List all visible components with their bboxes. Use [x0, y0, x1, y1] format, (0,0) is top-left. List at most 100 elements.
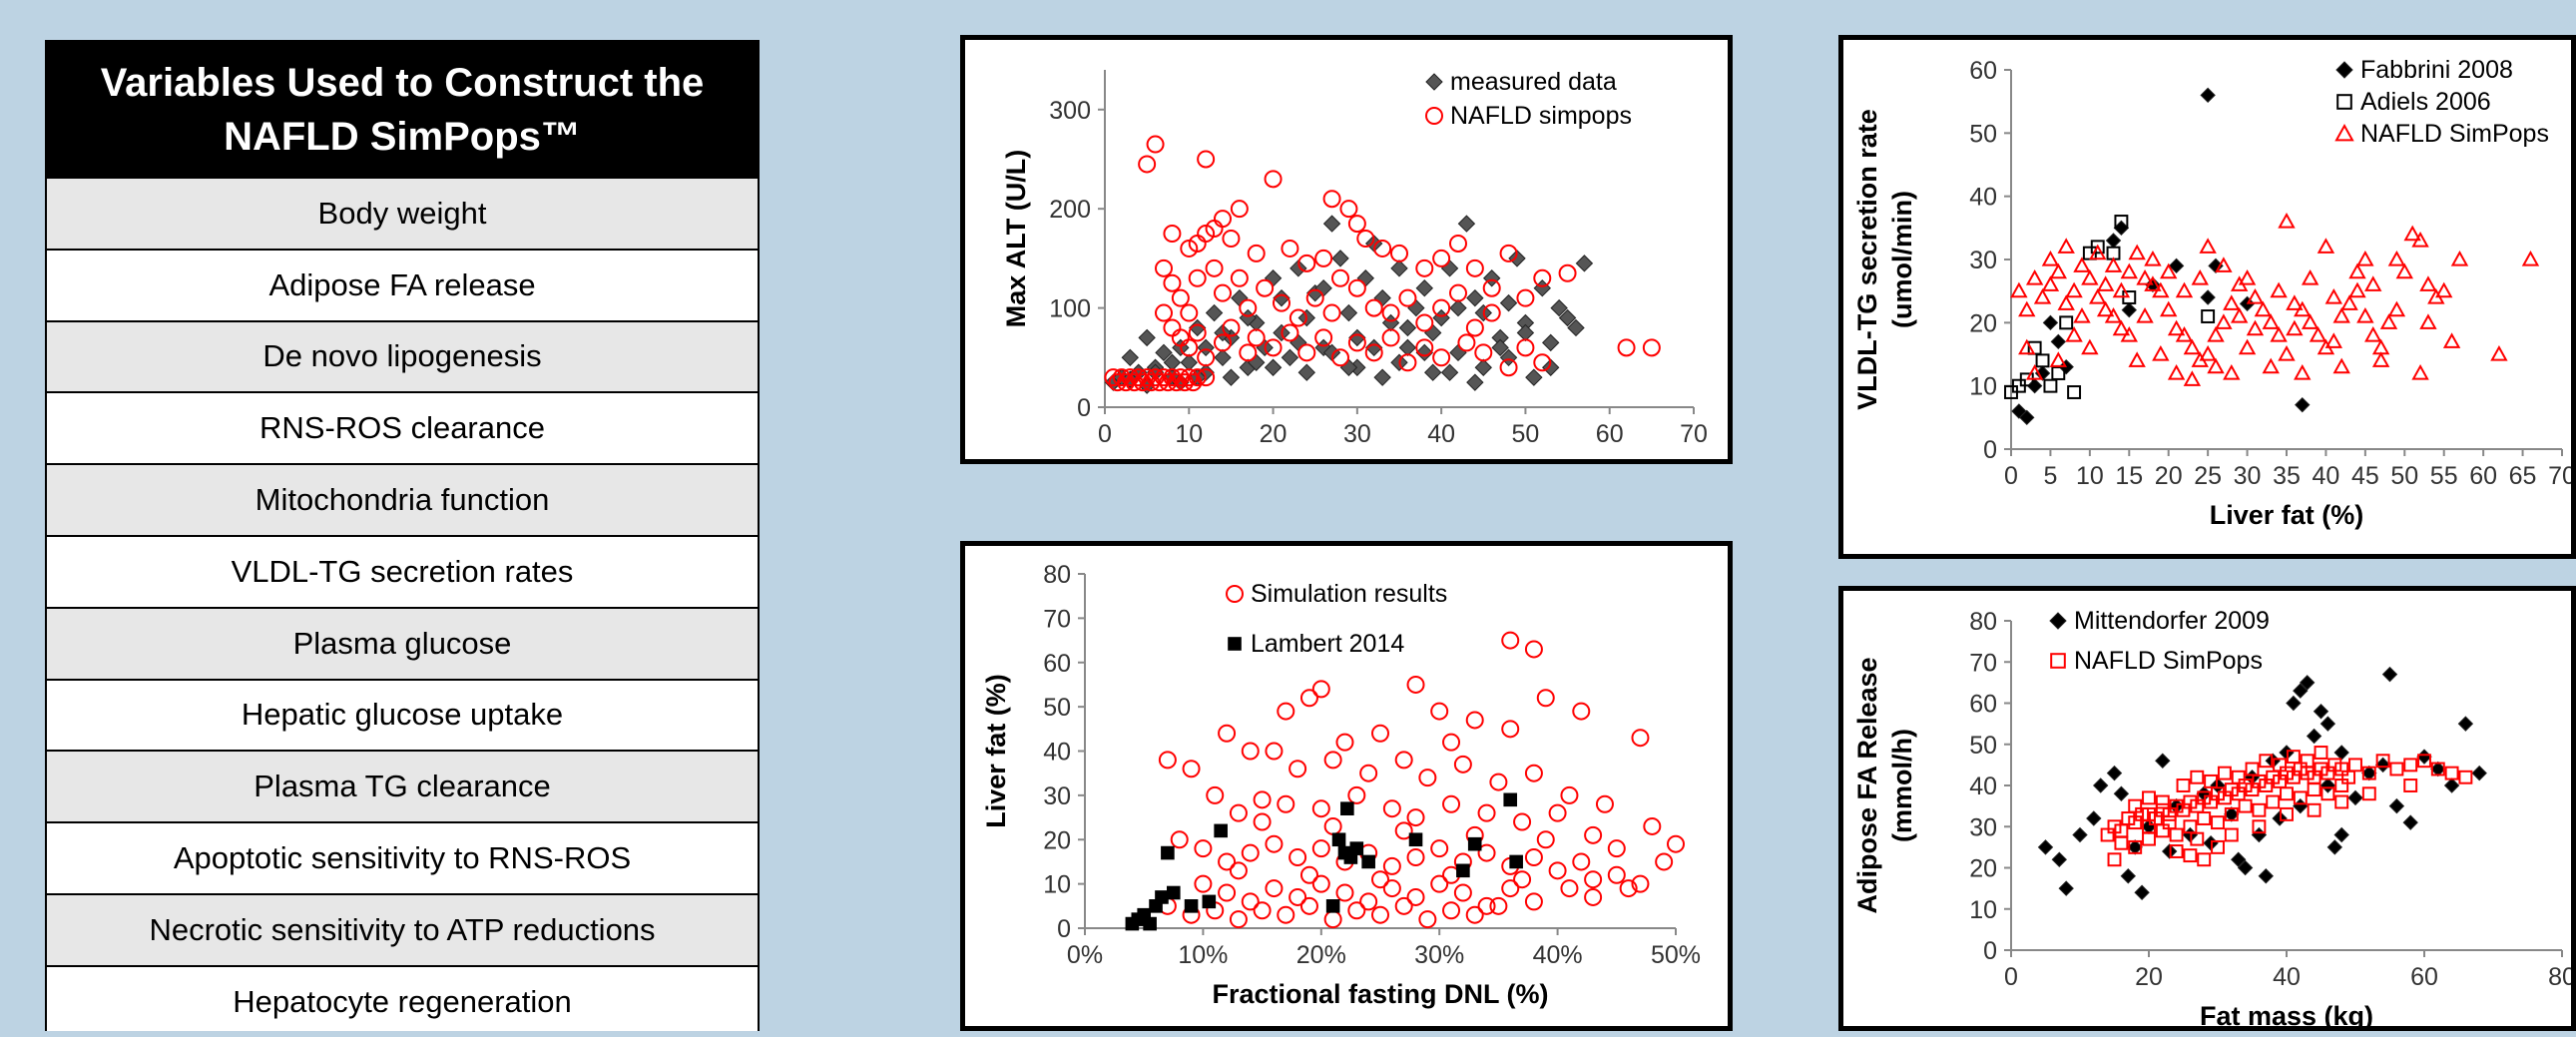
chart-dnl-svg: 0% 10% 20% 30% 40% 50% 0 10 20 30 40 50 60 70 80 Fracti… — [981, 561, 1701, 1009]
data-point — [2259, 754, 2274, 769]
chart-adipose-svg: 0 20 40 60 80 0 10 20 30 40 50 60 70 80 Fat mass (kg) A… — [1852, 607, 2571, 1031]
data-point — [1508, 250, 1526, 267]
axes: 0 5 10 15 20 25 30 35 40 45 50 55 60 65 70010203040506… — [1852, 57, 2571, 530]
data-point — [1155, 303, 1173, 322]
data-point — [1218, 724, 1237, 743]
data-point — [2299, 675, 2316, 691]
data-point — [1548, 861, 1567, 880]
data-point — [2155, 753, 2171, 769]
data-point — [2010, 281, 2028, 298]
y-tick-label: 0 — [1077, 394, 1091, 422]
data-point — [1415, 278, 1433, 297]
data-point — [2120, 325, 2138, 342]
data-point — [2416, 749, 2432, 765]
y-tick-label: 50 — [1043, 694, 1071, 722]
data-point — [2332, 357, 2350, 374]
data-point — [1477, 843, 1496, 862]
legend: measured data NAFLD simpops — [1425, 68, 1632, 130]
data-point — [2270, 325, 2288, 342]
data-point — [1241, 892, 1260, 911]
data-point — [1323, 751, 1342, 770]
x-tick-label: 5 — [2043, 462, 2057, 490]
x-tick-label: 60 — [2469, 462, 2497, 490]
data-point — [1516, 338, 1535, 357]
data-point — [1482, 278, 1501, 297]
data-point — [1457, 333, 1476, 352]
data-point — [2142, 790, 2156, 805]
data-point — [1406, 675, 1425, 694]
data-point — [2348, 281, 2366, 298]
data-point — [2081, 338, 2099, 355]
table-row: Mitochondria function — [47, 463, 758, 535]
data-point — [1214, 333, 1232, 352]
data-point — [1390, 259, 1408, 277]
data-point — [2444, 766, 2459, 780]
data-point — [2152, 344, 2170, 361]
data-point — [2041, 250, 2060, 266]
table-title: Variables Used to Construct the NAFLD Si… — [47, 42, 758, 177]
data-point — [2201, 309, 2216, 323]
data-point — [2471, 765, 2487, 781]
data-point — [1607, 865, 1626, 884]
data-point — [2067, 385, 2082, 399]
data-point — [1533, 353, 1552, 372]
data-point — [1138, 328, 1156, 347]
data-point — [2301, 313, 2319, 329]
data-point — [2280, 786, 2294, 801]
data-point — [2238, 798, 2253, 813]
y-tick-label: 30 — [1969, 247, 1997, 274]
data-point — [1499, 358, 1518, 377]
data-point — [1424, 363, 1442, 381]
data-point — [1299, 865, 1318, 884]
series — [1104, 135, 1661, 392]
legend-marker — [1425, 107, 1443, 125]
data-point — [1197, 368, 1216, 387]
data-point — [1418, 910, 1437, 929]
data-point — [1567, 318, 1585, 337]
data-point — [2457, 716, 2474, 732]
data-point — [1188, 323, 1207, 342]
data-point — [2121, 301, 2137, 318]
table-title-line1: Variables Used to Construct the — [100, 60, 705, 105]
legend-label: NAFLD simpops — [1450, 102, 1632, 130]
data-point — [1373, 368, 1391, 386]
data-point — [2197, 811, 2212, 825]
data-point — [2142, 831, 2156, 846]
data-point — [2215, 257, 2233, 272]
data-point — [2443, 778, 2460, 793]
data-point — [1371, 870, 1389, 889]
data-point — [1349, 841, 1364, 855]
data-point — [2191, 268, 2209, 285]
data-point — [2059, 315, 2074, 330]
data-point — [1607, 839, 1626, 858]
data-point — [1558, 263, 1577, 282]
data-point — [2200, 87, 2216, 104]
data-point — [1155, 259, 1173, 277]
data-point — [1265, 742, 1284, 761]
data-point — [1247, 328, 1266, 347]
data-point — [1449, 298, 1467, 317]
data-point — [1432, 348, 1451, 367]
chart-vldl-vs-liver-fat: 0 5 10 15 20 25 30 35 40 45 50 55 60 65 70 0 10 20 30 40 50 6… — [1838, 35, 2576, 559]
data-point — [2442, 332, 2461, 348]
data-point — [1322, 215, 1341, 233]
table-row: De novo lipogenesis — [47, 319, 758, 392]
data-point — [1415, 313, 1434, 332]
table-row: RNS-ROS clearance — [47, 391, 758, 463]
data-point — [1189, 318, 1207, 337]
data-point — [2309, 325, 2327, 342]
data-point — [1584, 887, 1603, 906]
data-point — [2104, 306, 2123, 323]
data-point — [1311, 874, 1330, 893]
variables-table: Variables Used to Construct the NAFLD Si… — [45, 40, 760, 1031]
data-point — [1356, 269, 1374, 287]
data-point — [1277, 794, 1295, 813]
data-point — [2334, 778, 2349, 792]
data-point — [1382, 856, 1401, 875]
legend: Fabbrini 2008 Adiels 2006 NAFLD SimPops — [2334, 56, 2549, 148]
data-point — [1171, 288, 1190, 307]
data-point — [2224, 827, 2239, 842]
x-tick-label: 40 — [2273, 963, 2301, 991]
data-point — [1348, 328, 1366, 347]
data-point — [1575, 255, 1594, 272]
